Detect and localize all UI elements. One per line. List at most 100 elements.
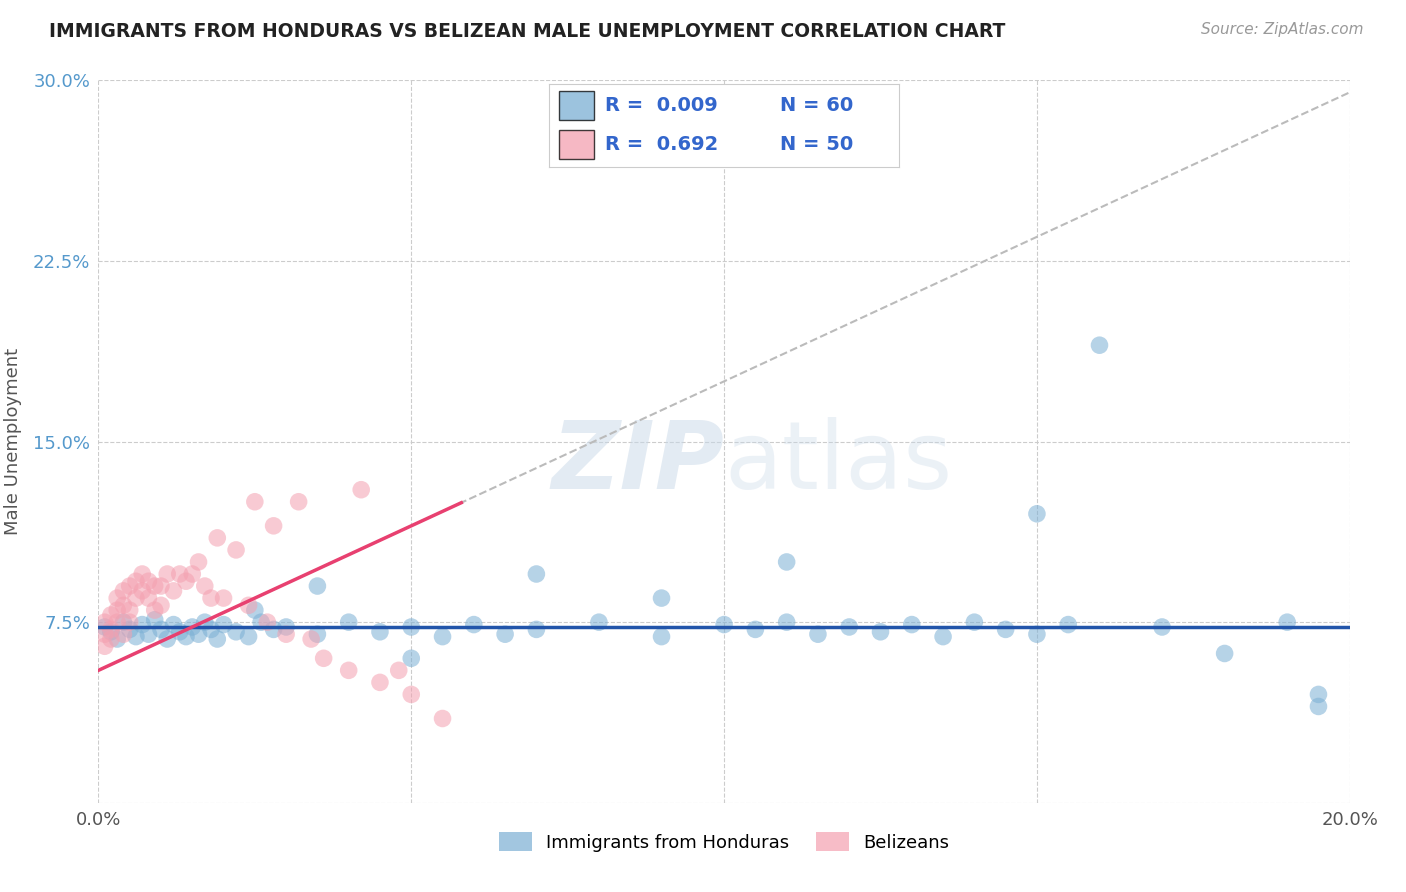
- Text: ZIP: ZIP: [551, 417, 724, 509]
- Point: [744, 623, 766, 637]
- Point: [150, 599, 173, 613]
- Point: [93, 615, 115, 630]
- Point: [112, 583, 135, 598]
- Point: [118, 603, 141, 617]
- Text: atlas: atlas: [724, 417, 952, 509]
- Point: [181, 620, 204, 634]
- Point: [432, 712, 454, 726]
- Point: [162, 583, 184, 598]
- Point: [174, 574, 197, 589]
- Point: [131, 617, 153, 632]
- Point: [125, 574, 148, 589]
- Point: [350, 483, 373, 497]
- Point: [138, 627, 160, 641]
- Point: [181, 567, 204, 582]
- Point: [463, 617, 485, 632]
- Point: [869, 624, 891, 639]
- Point: [807, 627, 830, 641]
- Point: [1088, 338, 1111, 352]
- Point: [125, 591, 148, 605]
- Point: [194, 615, 217, 630]
- Point: [112, 627, 135, 641]
- Point: [162, 617, 184, 632]
- Point: [713, 617, 735, 632]
- Point: [118, 579, 141, 593]
- Text: IMMIGRANTS FROM HONDURAS VS BELIZEAN MALE UNEMPLOYMENT CORRELATION CHART: IMMIGRANTS FROM HONDURAS VS BELIZEAN MAL…: [49, 22, 1005, 41]
- Point: [1026, 627, 1049, 641]
- Point: [131, 567, 153, 582]
- Point: [207, 632, 229, 646]
- Point: [932, 630, 955, 644]
- Point: [588, 615, 610, 630]
- Point: [1152, 620, 1174, 634]
- Point: [138, 591, 160, 605]
- Point: [256, 615, 278, 630]
- Point: [118, 623, 141, 637]
- Point: [225, 624, 247, 639]
- Point: [207, 531, 229, 545]
- Point: [93, 620, 115, 634]
- Point: [138, 574, 160, 589]
- Point: [274, 620, 298, 634]
- Point: [143, 579, 166, 593]
- Point: [118, 615, 141, 630]
- Point: [93, 627, 115, 641]
- Point: [156, 632, 179, 646]
- Point: [526, 623, 548, 637]
- Point: [105, 603, 128, 617]
- Point: [337, 615, 360, 630]
- Y-axis label: Male Unemployment: Male Unemployment: [4, 348, 21, 535]
- Point: [368, 624, 391, 639]
- Point: [143, 603, 166, 617]
- Point: [243, 494, 266, 508]
- Point: [274, 627, 298, 641]
- Point: [299, 632, 322, 646]
- Point: [156, 567, 179, 582]
- Point: [526, 567, 548, 582]
- Point: [263, 623, 285, 637]
- Point: [93, 639, 115, 653]
- Point: [112, 615, 135, 630]
- Point: [125, 630, 148, 644]
- Point: [368, 675, 391, 690]
- Point: [100, 623, 122, 637]
- Point: [312, 651, 335, 665]
- Point: [1308, 687, 1330, 701]
- Legend: Immigrants from Honduras, Belizeans: Immigrants from Honduras, Belizeans: [492, 824, 956, 859]
- Point: [150, 623, 173, 637]
- Point: [105, 591, 128, 605]
- Point: [776, 615, 799, 630]
- Point: [187, 555, 209, 569]
- Point: [100, 624, 122, 639]
- Point: [105, 615, 128, 630]
- Point: [105, 632, 128, 646]
- Point: [963, 615, 986, 630]
- Point: [401, 687, 423, 701]
- Point: [250, 615, 273, 630]
- Point: [243, 603, 266, 617]
- Point: [650, 591, 672, 605]
- Point: [1026, 507, 1049, 521]
- Point: [238, 599, 260, 613]
- Point: [1057, 617, 1080, 632]
- Point: [150, 579, 173, 593]
- Point: [401, 620, 423, 634]
- Point: [143, 613, 166, 627]
- Point: [100, 607, 122, 622]
- Point: [650, 630, 672, 644]
- Point: [1308, 699, 1330, 714]
- Point: [337, 664, 360, 678]
- Point: [225, 542, 247, 557]
- Point: [494, 627, 516, 641]
- Point: [100, 632, 122, 646]
- Point: [238, 630, 260, 644]
- Point: [169, 624, 191, 639]
- Point: [212, 617, 235, 632]
- Point: [194, 579, 217, 593]
- Point: [174, 630, 197, 644]
- Point: [187, 627, 209, 641]
- Point: [994, 623, 1017, 637]
- Point: [112, 599, 135, 613]
- Point: [169, 567, 191, 582]
- Point: [388, 664, 411, 678]
